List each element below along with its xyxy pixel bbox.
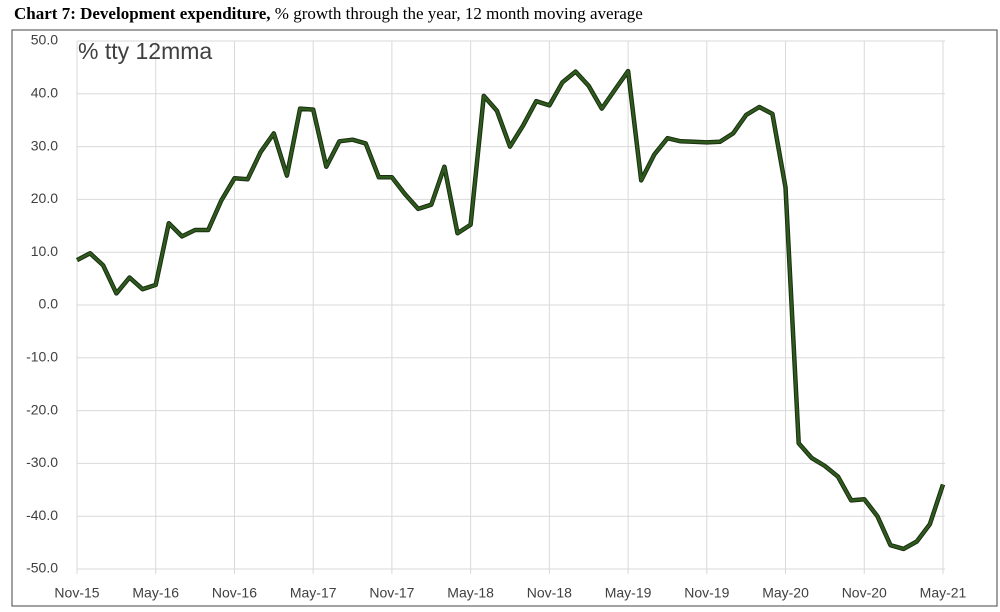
x-tick-label: Nov-17 [369, 585, 414, 601]
x-tick-label: May-19 [605, 585, 652, 601]
x-tick-label: Nov-15 [54, 585, 99, 601]
x-tick-label: May-21 [920, 585, 967, 601]
y-tick-label: 20.0 [31, 190, 58, 206]
y-tick-label: -10.0 [26, 349, 58, 365]
chart-title: Chart 7: Development expenditure, % grow… [14, 4, 643, 23]
x-tick-label: May-16 [132, 585, 179, 601]
y-tick-label: -30.0 [26, 454, 58, 470]
title-rest: % growth through the year, 12 month movi… [275, 4, 643, 23]
y-tick-label: 0.0 [39, 296, 59, 312]
y-tick-label: -20.0 [26, 401, 58, 417]
y-tick-label: -40.0 [26, 507, 58, 523]
x-tick-label: May-20 [762, 585, 809, 601]
data-line [76, 69, 945, 551]
annotation: % tty 12mma [78, 38, 212, 64]
title-bold: Chart 7: Development expenditure, [14, 4, 271, 23]
x-tick-label: May-18 [447, 585, 494, 601]
x-tick-label: Nov-20 [842, 585, 887, 601]
x-tick-label: Nov-16 [212, 585, 257, 601]
y-tick-label: -50.0 [26, 560, 58, 576]
x-tick-label: May-17 [290, 585, 337, 601]
y-tick-label: 50.0 [31, 32, 58, 48]
chart-frame [11, 29, 998, 607]
y-tick-label: 30.0 [31, 137, 58, 153]
y-tick-label: 10.0 [31, 243, 58, 259]
x-tick-label: Nov-19 [684, 585, 729, 601]
y-tick-label: 40.0 [31, 85, 58, 101]
x-tick-label: Nov-18 [527, 585, 572, 601]
